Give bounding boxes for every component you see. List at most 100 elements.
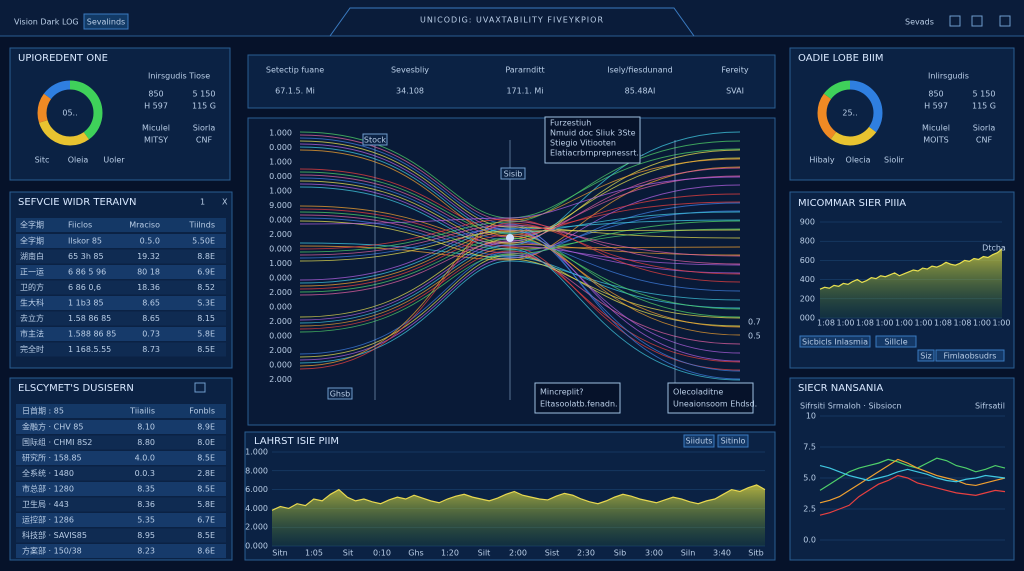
flow-y-label: 0.000 [269, 216, 292, 225]
flow-line [299, 208, 741, 371]
x-tick-label: Ghs [408, 549, 423, 558]
chart-title: LAHRST ISIE PIIM [254, 436, 339, 447]
flow-y-label: 1.000 [269, 129, 292, 138]
table-cell: 18.36 [137, 283, 160, 292]
table-cell: S.3E [197, 299, 215, 308]
y-tick-label: 7.5 [803, 443, 816, 452]
table-row-bg [16, 497, 226, 512]
table-cell: 8.80 [137, 438, 155, 447]
table-cell: 5.50E [192, 237, 215, 246]
header-title: UNICODIG: UVAXTABILITY FIVEYKPIOR [420, 16, 604, 25]
table-header: Tiilnds [188, 221, 215, 230]
x-tick-label: 1:08 [934, 319, 952, 328]
table-cell: 0.0.3 [135, 469, 155, 478]
table-cell: 2.8E [197, 469, 215, 478]
x-tick-label: Siln [681, 549, 696, 558]
gauge-footer: Olecia [846, 156, 871, 165]
header-icon[interactable] [971, 15, 983, 27]
trend-button[interactable] [935, 349, 1005, 362]
kpi-label: Isely/fiesdunand [607, 66, 673, 75]
kpi-label: Fereity [721, 66, 748, 75]
x-tick-label: 1:08 [954, 319, 972, 328]
gauge-stat: MOITS [923, 136, 949, 145]
table-row-bg [16, 528, 226, 543]
table-cell: Ilskor 85 [68, 237, 102, 246]
header-button[interactable] [83, 13, 129, 30]
table-cell: 8.8E [197, 252, 215, 261]
table-cell: 8.5E [197, 345, 215, 354]
gauge-footer: Hibaly [809, 156, 834, 165]
flow-focus [506, 234, 514, 242]
flow-marker: Ghsb [330, 390, 351, 399]
chart-tag: Sifrsatil [975, 402, 1005, 411]
table-cell: 正一运 [20, 268, 44, 277]
gauge-stat: MITSY [144, 136, 168, 145]
x-tick-label: 1:08 [856, 319, 874, 328]
gauge-center: 25.. [842, 109, 857, 118]
flow-y-label: 9.000 [269, 201, 292, 210]
chart-button-label: Sitinlo [721, 437, 746, 446]
y-tick-label: 5.0 [803, 474, 816, 483]
trend-button-label: Sicbicls Inlasmia [802, 338, 868, 347]
trend-button[interactable] [875, 335, 917, 348]
flow-callout-text: Uneaionsoom Ehdsd. [673, 400, 757, 409]
flow-callout [667, 382, 754, 414]
y-tick-label: 8.000 [245, 466, 268, 475]
header-icon[interactable] [999, 15, 1011, 27]
header-icon[interactable] [949, 15, 961, 27]
y-tick-label: 6.000 [245, 485, 268, 494]
trend-button[interactable] [917, 349, 935, 362]
flow-y-label: 2.000 [269, 230, 292, 239]
gauge-title: OADIE LOBE BIIM [798, 53, 884, 64]
flow-marker: Stock [364, 136, 387, 145]
flow-tooltip-text: Furzestiuh [550, 119, 591, 128]
table-cell: 生大科 [20, 298, 44, 308]
gauge-footer: Oleia [68, 156, 89, 165]
chart-button[interactable] [683, 434, 715, 448]
table-header: 日首期 : 85 [22, 406, 64, 416]
table-cell: 8.15 [197, 314, 215, 323]
y-tick-label: 900 [800, 218, 815, 227]
table-row-bg [16, 342, 226, 357]
table-icon[interactable] [194, 382, 206, 393]
table-cell: 方案部 · 150/38 [22, 546, 82, 556]
table-cell: 8.5E [197, 454, 215, 463]
flow-y-label: 2.000 [269, 317, 292, 326]
kpi-value: 85.48AI [625, 87, 656, 96]
table-cell: 8.36 [137, 500, 155, 509]
line [819, 465, 1006, 483]
table-row-bg [16, 544, 226, 558]
flow-line [299, 225, 741, 362]
trend-button[interactable] [799, 335, 871, 348]
chart-button[interactable] [717, 434, 749, 448]
gauge-stat: 115 G [192, 102, 216, 111]
gauge-stat: Miculel [922, 124, 950, 133]
table-cell: 8.65 [142, 314, 160, 323]
gauge-stat: 5 150 [973, 90, 996, 99]
gauge-stat: Siorla [973, 124, 996, 133]
line [819, 248, 1003, 290]
table-cell: 8.35 [137, 485, 155, 494]
table-header-bg [16, 218, 226, 232]
table-cell: 完全时 [20, 344, 44, 354]
x-tick-label: 1:08 [817, 319, 835, 328]
flow-y-label: 1.000 [269, 158, 292, 167]
flow-marker-box [500, 167, 526, 180]
table-row-bg [16, 451, 226, 465]
table-cell: 80 18 [137, 268, 160, 277]
table-count: 1 [200, 198, 205, 207]
table-cell: 5.8E [197, 330, 215, 339]
x-tick-label: 1:20 [441, 549, 459, 558]
flow-right-label: 0.7 [748, 318, 761, 327]
flow-tooltip-text: Elatiacrbrnprepnessrt... [550, 149, 644, 158]
table-cell: 8.5E [197, 485, 215, 494]
table-cell: 科技部 · SAVIS85 [22, 530, 87, 540]
flow-y-label: 0.000 [269, 332, 292, 341]
y-tick-label: 600 [800, 256, 815, 265]
gauge-stat: H 597 [924, 102, 948, 111]
table-cell: 湖南白 [20, 251, 44, 261]
gauge-stat: 115 G [972, 102, 996, 111]
kpi-value: 67.1.5. Mi [275, 87, 315, 96]
gauge-segment [37, 80, 103, 146]
gauge-footer: Sitc [35, 156, 50, 165]
